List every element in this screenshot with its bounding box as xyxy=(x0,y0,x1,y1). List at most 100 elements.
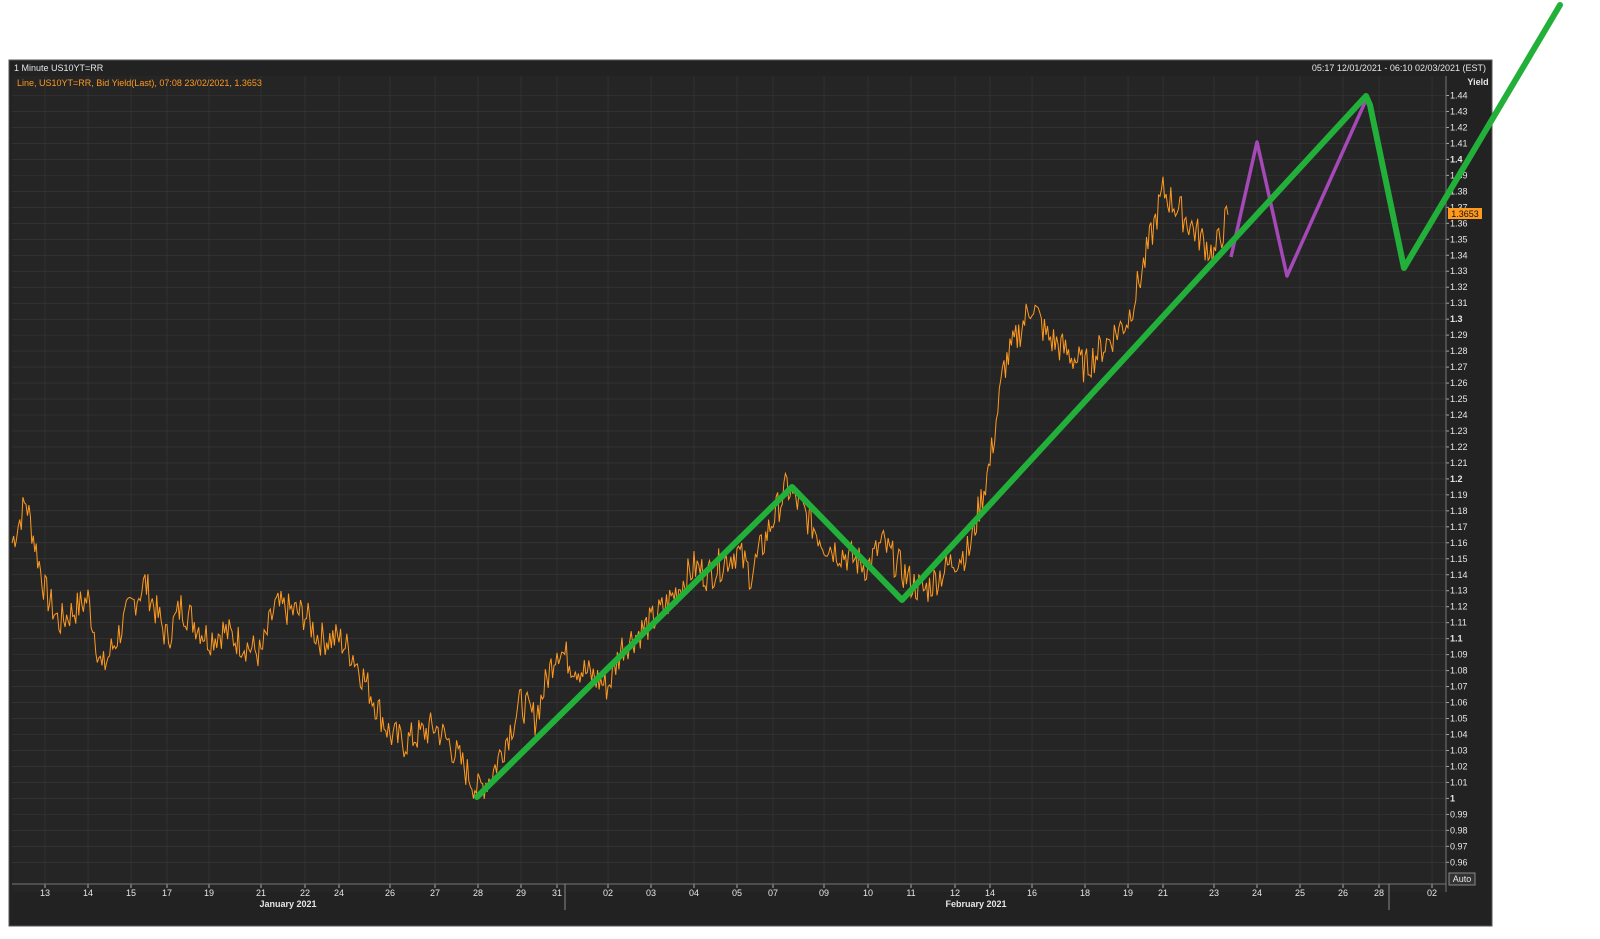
y-tick-label: 1.18 xyxy=(1450,506,1468,516)
x-tick-label: 31 xyxy=(552,888,562,898)
month-label: January 2021 xyxy=(259,899,316,909)
y-tick-label: 0.98 xyxy=(1450,825,1468,835)
x-tick-label: 24 xyxy=(1252,888,1262,898)
purple-zigzag-line xyxy=(1229,99,1368,278)
x-tick-label: 02 xyxy=(603,888,613,898)
y-tick-label: 0.96 xyxy=(1450,857,1468,867)
green-zigzag-line xyxy=(474,2,1563,800)
x-tick-label: 21 xyxy=(1158,888,1168,898)
x-tick-label: 17 xyxy=(162,888,172,898)
y-tick-label: 1.08 xyxy=(1450,666,1468,676)
y-tick-label: 1.12 xyxy=(1450,602,1468,612)
x-tick-label: 04 xyxy=(689,888,699,898)
month-labels: January 2021 February 2021 xyxy=(259,884,1390,910)
y-tick-label: 1.28 xyxy=(1450,346,1468,356)
y-tick-label: 1.24 xyxy=(1450,410,1468,420)
y-tick-label: 1.1 xyxy=(1450,634,1463,644)
x-tick-label: 18 xyxy=(1080,888,1090,898)
x-axis-ticks: 13 14 15 17 19 21 22 24 26 27 28 29 31 02 03 04 05 07 09 10… xyxy=(12,76,1447,898)
y-tick-label: 1.2 xyxy=(1450,474,1463,484)
y-tick-label: 1.31 xyxy=(1450,298,1468,308)
y-tick-label: 1.27 xyxy=(1450,362,1468,372)
y-tick-label: 1.22 xyxy=(1450,442,1468,452)
x-tick-label: 07 xyxy=(768,888,778,898)
y-tick-label: 1.02 xyxy=(1450,761,1468,771)
y-tick-label: 1.03 xyxy=(1450,745,1468,755)
x-tick-label: 15 xyxy=(126,888,136,898)
last-value-badge xyxy=(1448,208,1482,219)
y-tick-label: 1.15 xyxy=(1450,554,1468,564)
y-tick-label: 1.14 xyxy=(1450,570,1468,580)
y-tick-label: 1.06 xyxy=(1450,698,1468,708)
y-tick-label: 0.97 xyxy=(1450,841,1468,851)
x-tick-label: 21 xyxy=(256,888,266,898)
x-tick-label: 12 xyxy=(950,888,960,898)
x-tick-label: 16 xyxy=(1027,888,1037,898)
x-tick-label: 19 xyxy=(1123,888,1133,898)
plot-area xyxy=(12,76,1446,892)
x-tick-label: 26 xyxy=(385,888,395,898)
y-axis-title: Yield xyxy=(1467,77,1488,87)
auto-scale-button[interactable] xyxy=(1448,872,1476,886)
x-tick-label: 22 xyxy=(300,888,310,898)
y-tick-label: 1.3 xyxy=(1450,314,1463,324)
x-tick-label: 27 xyxy=(430,888,440,898)
y-tick-label: 1.21 xyxy=(1450,458,1468,468)
y-tick-label: 1.35 xyxy=(1450,234,1468,244)
series-legend-label: Line, US10YT=RR, Bid Yield(Last), 07:08 … xyxy=(17,78,262,88)
y-tick-label: 1 xyxy=(1450,793,1455,803)
y-tick-label: 1.13 xyxy=(1450,586,1468,596)
y-tick-label: 1.23 xyxy=(1450,426,1468,436)
y-tick-label: 1.09 xyxy=(1450,650,1468,660)
auto-scale-label: Auto xyxy=(1453,874,1472,884)
y-tick-label: 1.07 xyxy=(1450,682,1468,692)
x-tick-label: 14 xyxy=(985,888,995,898)
x-tick-label: 25 xyxy=(1295,888,1305,898)
x-tick-label: 23 xyxy=(1209,888,1219,898)
y-tick-label: 1.01 xyxy=(1450,777,1468,787)
green-zigzag-path xyxy=(474,2,1563,800)
x-tick-label: 28 xyxy=(1374,888,1384,898)
y-tick-label: 0.99 xyxy=(1450,809,1468,819)
y-tick-label: 1.17 xyxy=(1450,522,1468,532)
y-tick-label: 1.29 xyxy=(1450,330,1468,340)
x-tick-label: 14 xyxy=(83,888,93,898)
yield-series-path xyxy=(11,176,1229,800)
y-tick-label: 1.32 xyxy=(1450,282,1468,292)
y-tick-label: 1.04 xyxy=(1450,730,1468,740)
y-tick-label: 1.25 xyxy=(1450,394,1468,404)
y-axis-ticks: 0.96 0.97 0.98 0.99 1 1.01 1.02 1.03 1.04 1.05 1.0… xyxy=(1446,91,1468,867)
month-label: February 2021 xyxy=(945,899,1006,909)
x-tick-label: 03 xyxy=(646,888,656,898)
y-tick-label: 1.36 xyxy=(1450,218,1468,228)
date-range: 05:17 12/01/2021 - 06:10 02/03/2021 (EST… xyxy=(1312,63,1486,73)
y-tick-label: 1.16 xyxy=(1450,538,1468,548)
x-tick-label: 28 xyxy=(473,888,483,898)
y-tick-label: 1.33 xyxy=(1450,266,1468,276)
chart-title: 1 Minute US10YT=RR xyxy=(14,63,104,73)
x-tick-label: 24 xyxy=(334,888,344,898)
x-tick-label: 29 xyxy=(516,888,526,898)
y-tick-label: 1.41 xyxy=(1450,138,1468,148)
y-tick-label: 1.4 xyxy=(1450,154,1463,164)
last-value-label: 1.3653 xyxy=(1451,209,1479,219)
y-tick-label: 1.26 xyxy=(1450,378,1468,388)
x-tick-label: 10 xyxy=(863,888,873,898)
y-tick-label: 1.44 xyxy=(1450,91,1468,101)
x-tick-label: 13 xyxy=(40,888,50,898)
y-tick-label: 1.34 xyxy=(1450,250,1468,260)
y-tick-label: 1.19 xyxy=(1450,490,1468,500)
x-tick-label: 02 xyxy=(1427,888,1437,898)
x-tick-label: 05 xyxy=(732,888,742,898)
purple-zigzag-path xyxy=(1229,99,1368,278)
y-tick-label: 1.38 xyxy=(1450,186,1468,196)
yield-line xyxy=(11,176,1229,800)
x-tick-label: 11 xyxy=(906,888,915,898)
grid xyxy=(12,76,1446,884)
y-tick-label: 1.42 xyxy=(1450,122,1468,132)
x-tick-label: 09 xyxy=(819,888,829,898)
x-tick-label: 26 xyxy=(1338,888,1348,898)
y-tick-label: 1.37 xyxy=(1450,202,1468,212)
x-tick-label: 19 xyxy=(204,888,214,898)
